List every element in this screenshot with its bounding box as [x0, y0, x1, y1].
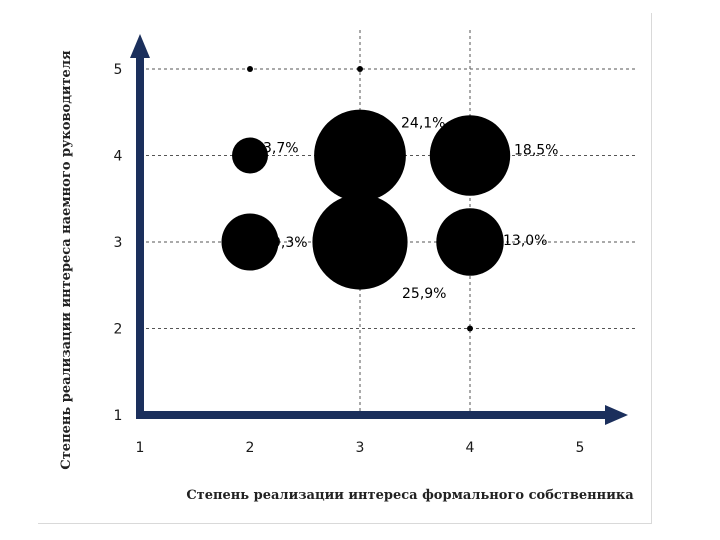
x-tick-label: 5: [576, 440, 585, 456]
y-tick-label: 2: [114, 322, 123, 338]
data-label: 3,7%: [263, 141, 299, 157]
bubble: [312, 194, 408, 290]
chart-frame: [38, 13, 652, 524]
tick-labels: 1 2 3 4 5 1 2 3 4 5: [114, 62, 585, 456]
x-tick-label: 1: [136, 440, 145, 456]
data-label: 13,0%: [503, 233, 547, 249]
x-tick-label: 4: [466, 440, 475, 456]
data-label: 25,9%: [402, 286, 446, 302]
x-tick-label: 2: [246, 440, 255, 456]
y-axis-title: Степень реализации интереса наемного рук…: [59, 50, 74, 470]
data-labels: 3,7% 24,1% 18,5% 9,3% 25,9% 13,0%: [263, 116, 558, 303]
y-tick-label: 3: [114, 235, 123, 251]
x-axis-title: Степень реализации интереса формального …: [186, 488, 634, 503]
y-tick-label: 5: [114, 62, 123, 78]
bubble: [429, 115, 511, 196]
point-marker: [357, 66, 363, 72]
y-tick-label: 1: [114, 408, 123, 424]
x-axis-arrow: [605, 405, 628, 425]
bubble: [232, 137, 268, 174]
y-tick-label: 4: [114, 149, 123, 165]
bubbles: [221, 66, 511, 332]
point-marker: [467, 325, 473, 332]
bubble: [314, 109, 406, 202]
x-tick-label: 3: [356, 440, 365, 456]
y-axis-arrow: [130, 34, 150, 58]
axes: [130, 34, 628, 425]
data-label: 18,5%: [514, 143, 558, 159]
data-label: 9,3%: [272, 235, 308, 251]
bubble: [436, 208, 504, 276]
bubble: [221, 213, 279, 271]
data-label: 24,1%: [401, 116, 445, 132]
point-marker: [247, 66, 253, 72]
